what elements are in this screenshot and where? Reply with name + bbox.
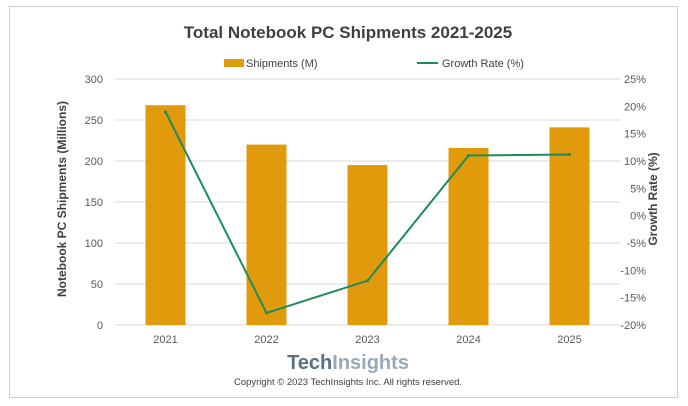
right-tick-label: -15% [620, 293, 646, 305]
right-tick-label: -20% [620, 320, 646, 332]
copyright-text: Copyright © 2023 TechInsights Inc. All r… [234, 377, 462, 388]
x-tick-label: 2025 [557, 334, 581, 346]
techinsights-logo: TechInsights [287, 352, 409, 374]
legend-label-growth: Growth Rate (%) [442, 58, 524, 70]
legend-label-shipments: Shipments (M) [246, 58, 318, 70]
right-tick-label: 20% [624, 101, 646, 113]
left-tick-label: 150 [85, 197, 103, 209]
right-tick-label: 5% [630, 183, 646, 195]
right-tick-label: -10% [620, 265, 646, 277]
chart-frame: Total Notebook PC Shipments 2021-2025 Sh… [9, 6, 678, 398]
logo-part-insights: Insights [332, 352, 409, 374]
logo-part-tech: Tech [287, 352, 332, 374]
right-tick-label: 25% [624, 74, 646, 86]
bar-2021 [145, 105, 186, 326]
left-tick-label: 50 [91, 279, 103, 291]
bar-2025 [549, 127, 590, 325]
left-tick-label: 200 [85, 156, 103, 168]
right-axis-ticks: -20% -15% -10% -5% 0% 5% 10% 15% 20% 25% [620, 74, 646, 332]
x-tick-label: 2023 [355, 334, 379, 346]
left-tick-label: 0 [97, 320, 103, 332]
right-tick-label: 10% [624, 156, 646, 168]
x-tick-label: 2021 [153, 334, 177, 346]
legend-swatch-shipments [224, 59, 244, 67]
right-tick-label: 15% [624, 129, 646, 141]
growth-point-2024 [467, 154, 470, 158]
bars [145, 105, 590, 326]
right-tick-label: -5% [626, 238, 646, 250]
growth-point-2022 [265, 311, 268, 315]
growth-point-2023 [366, 279, 369, 283]
bar-2022 [246, 144, 287, 325]
x-tick-label: 2024 [456, 334, 480, 346]
x-axis-ticks: 2021 2022 2023 2024 2025 [153, 334, 581, 346]
right-tick-label: 0% [630, 211, 646, 223]
chart-title: Total Notebook PC Shipments 2021-2025 [184, 23, 512, 42]
right-axis-title: Growth Rate (%) [646, 152, 660, 245]
bar-2024 [448, 147, 489, 325]
left-axis-title: Notebook PC Shipments (Millions) [55, 101, 69, 297]
bar-2023 [347, 165, 388, 325]
growth-line [164, 110, 571, 315]
x-tick-label: 2022 [254, 334, 278, 346]
growth-point-2025 [568, 152, 571, 156]
left-axis-ticks: 0 50 100 150 200 250 300 [85, 74, 103, 332]
chart: Total Notebook PC Shipments 2021-2025 Sh… [55, 23, 660, 388]
left-tick-label: 100 [85, 238, 103, 250]
growth-point-2021 [164, 110, 167, 114]
left-tick-label: 300 [85, 74, 103, 86]
left-tick-label: 250 [85, 115, 103, 127]
legend: Shipments (M) Growth Rate (%) [224, 58, 524, 70]
